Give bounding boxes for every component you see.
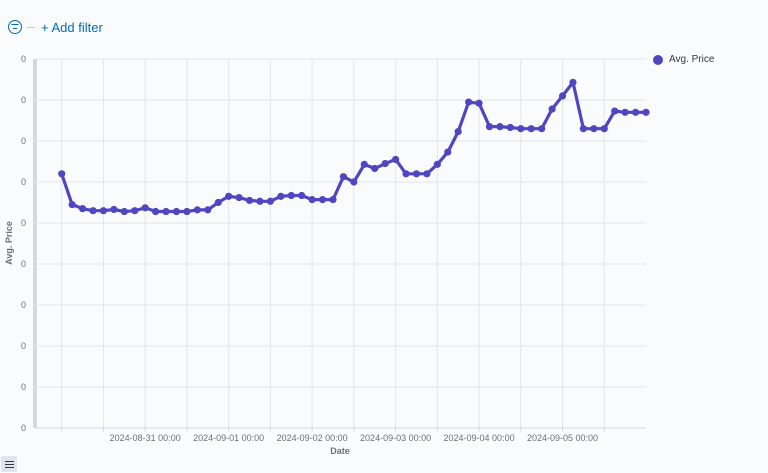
x-tick-label: 2024-09-02 00:00: [277, 433, 348, 443]
data-point[interactable]: [538, 125, 546, 133]
data-point[interactable]: [548, 105, 556, 113]
data-point[interactable]: [287, 191, 295, 200]
y-tick-label: 0: [21, 423, 26, 433]
data-point[interactable]: [162, 207, 170, 216]
data-point[interactable]: [141, 204, 149, 212]
y-tick-label: 0: [21, 382, 26, 392]
y-tick-label: 0: [21, 341, 26, 351]
filter-bar: + Add filter: [8, 16, 103, 38]
data-point[interactable]: [152, 207, 160, 216]
data-point[interactable]: [600, 125, 608, 133]
data-point[interactable]: [579, 125, 587, 133]
data-point[interactable]: [329, 196, 337, 204]
data-point[interactable]: [89, 207, 97, 215]
y-tick-label: 0: [21, 54, 26, 64]
data-point[interactable]: [423, 170, 431, 178]
data-point[interactable]: [402, 170, 410, 178]
list-icon: [4, 460, 14, 468]
data-point[interactable]: [569, 78, 577, 86]
data-point[interactable]: [454, 127, 462, 136]
data-point[interactable]: [465, 98, 473, 106]
legend-swatch: [653, 54, 663, 65]
data-point[interactable]: [444, 148, 452, 156]
data-point[interactable]: [110, 205, 118, 214]
data-point[interactable]: [266, 197, 274, 205]
y-tick-label: 0: [21, 95, 26, 105]
data-point[interactable]: [277, 192, 285, 200]
data-point[interactable]: [381, 159, 389, 168]
y-tick-label: 0: [21, 218, 26, 228]
data-point[interactable]: [642, 108, 650, 116]
data-point[interactable]: [558, 92, 567, 100]
data-point[interactable]: [517, 125, 525, 133]
x-tick-label: 2024-09-01 00:00: [193, 433, 264, 443]
data-point[interactable]: [78, 205, 87, 213]
toggle-legend-button[interactable]: [1, 456, 17, 472]
data-point[interactable]: [235, 193, 243, 202]
data-point[interactable]: [360, 160, 368, 168]
y-tick-label: 0: [21, 136, 26, 146]
data-point[interactable]: [621, 108, 629, 116]
data-point[interactable]: [204, 206, 212, 214]
data-point[interactable]: [256, 197, 264, 205]
data-point[interactable]: [475, 99, 483, 107]
y-tick-label: 0: [21, 177, 26, 187]
data-point[interactable]: [391, 155, 400, 164]
data-point[interactable]: [371, 164, 379, 173]
data-point[interactable]: [214, 198, 222, 207]
y-axis-title: Avg. Price: [4, 221, 14, 265]
y-axis-band: [33, 59, 37, 428]
data-point[interactable]: [350, 178, 358, 186]
data-point[interactable]: [485, 123, 494, 131]
data-point[interactable]: [131, 207, 139, 215]
data-point[interactable]: [318, 196, 327, 204]
filter-divider: [27, 26, 35, 28]
data-point[interactable]: [631, 108, 640, 116]
data-point[interactable]: [172, 207, 181, 216]
data-point[interactable]: [58, 170, 66, 178]
data-point[interactable]: [412, 170, 421, 178]
data-point[interactable]: [99, 207, 108, 215]
x-tick-label: 2024-09-05 00:00: [527, 433, 598, 443]
x-tick-label: 2024-09-04 00:00: [444, 433, 515, 443]
y-tick-label: 0: [21, 259, 26, 269]
legend-label: Avg. Price: [669, 54, 715, 65]
add-filter-button[interactable]: + Add filter: [41, 19, 103, 35]
data-point[interactable]: [183, 207, 191, 216]
legend[interactable]: Avg. Price: [653, 54, 714, 65]
data-point[interactable]: [339, 173, 348, 181]
data-point[interactable]: [611, 107, 619, 115]
data-point[interactable]: [225, 192, 233, 200]
data-point[interactable]: [590, 125, 598, 133]
filter-icon[interactable]: [8, 20, 22, 34]
x-axis-title: Date: [330, 446, 350, 456]
data-point[interactable]: [308, 196, 316, 204]
x-tick-label: 2024-08-31 00:00: [110, 433, 181, 443]
data-point[interactable]: [68, 200, 76, 209]
data-point[interactable]: [245, 196, 254, 205]
data-point[interactable]: [298, 191, 306, 200]
x-tick-label: 2024-09-03 00:00: [360, 433, 431, 443]
data-point[interactable]: [527, 125, 535, 133]
data-point[interactable]: [506, 123, 514, 132]
data-point[interactable]: [433, 160, 441, 168]
data-point[interactable]: [120, 207, 128, 216]
data-point[interactable]: [496, 123, 504, 131]
y-tick-label: 0: [21, 300, 26, 310]
data-point[interactable]: [193, 206, 201, 214]
